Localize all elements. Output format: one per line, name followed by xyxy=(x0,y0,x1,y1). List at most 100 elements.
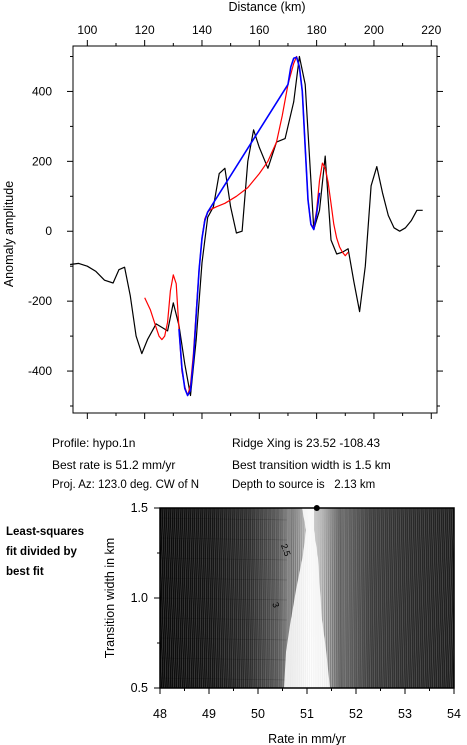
contour-line xyxy=(231,508,237,688)
top-x-tick-label: 100 xyxy=(77,23,97,37)
contour-line xyxy=(160,657,287,661)
bottom-x-tick-label: 52 xyxy=(349,707,363,721)
contour-line xyxy=(357,508,361,688)
top-chart: Distance (km) 100 120 140 160 180 200 220 -400… xyxy=(2,0,443,419)
contour-line xyxy=(275,508,279,688)
contour-line xyxy=(164,508,173,688)
contour-line xyxy=(244,508,249,688)
contour-line xyxy=(371,508,376,688)
contour-line xyxy=(179,508,187,688)
top-plot-frame xyxy=(72,45,438,414)
contour-line xyxy=(337,508,340,688)
contour-line xyxy=(425,508,432,688)
contour-line xyxy=(196,508,203,688)
contour-line xyxy=(252,508,257,688)
top-x-tick-label: 140 xyxy=(192,23,212,37)
heatmap-minimum-valley xyxy=(284,508,330,688)
contour-line xyxy=(265,508,269,688)
contour-line xyxy=(329,508,331,688)
contour-line xyxy=(361,508,365,688)
contour-line xyxy=(423,508,430,688)
contour-line xyxy=(443,508,451,688)
contour-line xyxy=(263,508,267,688)
contour-line xyxy=(458,508,465,688)
contour-line xyxy=(160,637,287,641)
contour-line xyxy=(335,508,338,688)
contour-line xyxy=(177,508,185,688)
contour-line xyxy=(419,508,426,688)
contour-line xyxy=(166,508,175,688)
contour-line xyxy=(242,508,247,688)
contour-line xyxy=(387,508,392,688)
contour-line xyxy=(250,508,255,688)
contour-line xyxy=(333,508,336,688)
contour-line xyxy=(453,508,454,515)
contour-line xyxy=(355,508,359,688)
contour-line xyxy=(246,508,251,688)
bottom-x-tick-label: 48 xyxy=(153,707,167,721)
top-ticks xyxy=(67,40,443,419)
top-series xyxy=(70,55,423,397)
contour-line xyxy=(225,508,231,688)
info-ridge-xing: Ridge Xing is 23.52 -108.43 xyxy=(232,436,381,450)
contour-line xyxy=(341,508,344,688)
contour-line xyxy=(282,508,285,688)
top-y-tick-label: 200 xyxy=(32,154,52,168)
contour-line xyxy=(375,508,380,688)
bottom-chart: 2.5 3 48 49 50 51 52 53 54 0.5 1.0 1.5 Rate in m… xyxy=(103,501,465,745)
contour-label-3: 3 xyxy=(270,601,281,609)
contour-line xyxy=(238,508,243,688)
bottom-y-tick-label: 0.5 xyxy=(131,681,148,695)
contour-line xyxy=(389,508,394,688)
contour-line xyxy=(206,508,213,688)
contour-line xyxy=(381,508,386,688)
contour-line xyxy=(185,508,193,688)
contour-line xyxy=(191,508,199,688)
contour-line xyxy=(181,508,189,688)
top-y-tick-label: -400 xyxy=(28,364,52,378)
contour-line xyxy=(162,508,171,688)
contour-line xyxy=(271,508,275,688)
contour-line xyxy=(427,508,434,688)
contour-line xyxy=(170,508,179,688)
contour-line xyxy=(160,617,287,621)
contour-line xyxy=(401,508,407,688)
contour-line xyxy=(415,508,422,688)
contour-line xyxy=(441,508,449,688)
contour-line xyxy=(204,508,211,688)
contour-line xyxy=(160,537,287,541)
info-depth: Depth to source is 2.13 km xyxy=(232,479,376,491)
contour-line xyxy=(405,508,411,688)
contour-line xyxy=(256,508,261,688)
contour-line xyxy=(339,508,342,688)
top-x-ticklabels: 100 120 140 160 180 200 220 xyxy=(77,23,441,37)
contour-line xyxy=(160,508,167,658)
contour-line xyxy=(160,557,287,561)
contour-line xyxy=(365,508,369,688)
top-y-ticklabels: -400 -200 0 200 400 xyxy=(28,84,52,378)
contour-line xyxy=(175,508,183,688)
bottom-ticks xyxy=(154,507,455,694)
contour-line xyxy=(399,508,405,688)
contour-line xyxy=(437,508,445,688)
contour-line xyxy=(202,508,209,688)
contour-label-2-5: 2.5 xyxy=(279,542,293,557)
contour-line xyxy=(456,508,463,688)
observed-anomaly-line xyxy=(70,55,423,397)
contour-line xyxy=(284,508,287,688)
contour-line xyxy=(261,508,265,688)
bottom-x-tick-label: 53 xyxy=(398,707,412,721)
contour-line xyxy=(269,508,273,688)
contour-line xyxy=(445,508,453,688)
contour-line xyxy=(160,597,287,601)
contour-line xyxy=(172,508,181,688)
bottom-y-tick-label: 1.0 xyxy=(131,591,148,605)
contour-line xyxy=(259,508,263,688)
bottom-y-tick-label: 1.5 xyxy=(131,501,148,515)
contour-line xyxy=(385,508,390,688)
contour-line xyxy=(373,508,378,688)
top-x-tick-label: 180 xyxy=(307,23,327,37)
info-best-width: Best transition width is 1.5 km xyxy=(232,458,391,472)
top-x-tick-label: 160 xyxy=(249,23,269,37)
contour-line xyxy=(235,508,241,688)
